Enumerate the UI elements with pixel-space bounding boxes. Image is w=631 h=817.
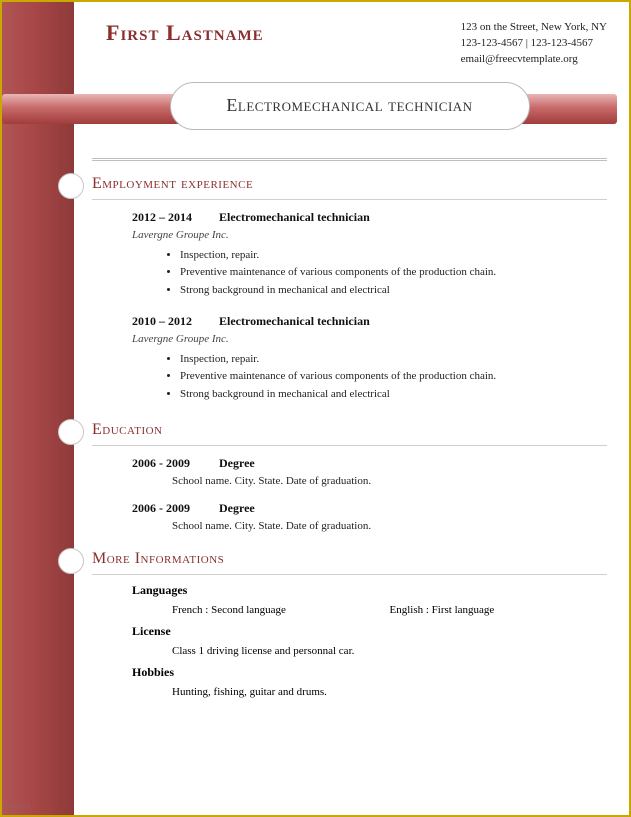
- contact-block: 123 on the Street, New York, NY 123-123-…: [461, 20, 607, 68]
- hobbies-label: Hobbies: [132, 665, 607, 680]
- section-marker-icon: [58, 419, 84, 445]
- entry-org: Lavergne Groupe Inc.: [132, 229, 607, 241]
- entry-role: Electromechanical technician: [219, 210, 370, 225]
- applicant-name: First Lastname: [92, 20, 264, 46]
- entry-role: Electromechanical technician: [219, 314, 370, 329]
- section-employment: Employment experience 2012 – 2014 Electr…: [92, 175, 607, 408]
- languages-block: Languages: [92, 575, 607, 600]
- entry-heading: 2006 - 2009 Degree: [132, 501, 607, 516]
- title-ribbon: Electromechanical technician: [92, 82, 607, 138]
- ribbon-plate: Electromechanical technician: [170, 82, 530, 130]
- entry-degree: Degree: [219, 501, 255, 516]
- license-block: License: [92, 616, 607, 641]
- entry-degree: Degree: [219, 456, 255, 471]
- section-marker-icon: [58, 173, 84, 199]
- license-label: License: [132, 624, 607, 639]
- section-marker-icon: [58, 548, 84, 574]
- entry-heading: 2010 – 2012 Electromechanical technician: [132, 314, 607, 329]
- bullet-item: Inspection, repair.: [180, 247, 607, 265]
- entry-dates: 2012 – 2014: [132, 210, 210, 225]
- sidebar-accent: [2, 2, 74, 815]
- section-title-more: More Informations: [92, 550, 607, 572]
- education-entry: 2006 - 2009 Degree School name. City. St…: [92, 446, 607, 491]
- job-title: Electromechanical technician: [226, 95, 472, 116]
- hobbies-text: Hunting, fishing, guitar and drums.: [92, 686, 607, 698]
- contact-phones: 123-123-4567 | 123-123-4567: [461, 36, 607, 52]
- bullet-item: Strong background in mechanical and elec…: [180, 386, 607, 404]
- bullet-item: Preventive maintenance of various compon…: [180, 368, 607, 386]
- bullet-item: Strong background in mechanical and elec…: [180, 282, 607, 300]
- language-right: English : First language: [390, 604, 608, 616]
- entry-org: Lavergne Groupe Inc.: [132, 333, 607, 345]
- section-title-employment: Employment experience: [92, 175, 607, 197]
- hobbies-block: Hobbies: [92, 657, 607, 682]
- entry-dates: 2010 – 2012: [132, 314, 210, 329]
- entry-heading: 2012 – 2014 Electromechanical technician: [132, 210, 607, 225]
- entry-dates: 2006 - 2009: [132, 456, 210, 471]
- entry-bullets: Inspection, repair. Preventive maintenan…: [132, 351, 607, 404]
- education-entry: 2006 - 2009 Degree School name. City. St…: [92, 491, 607, 536]
- watermark-text: www.f: [6, 801, 30, 811]
- section-education: Education 2006 - 2009 Degree School name…: [92, 421, 607, 536]
- languages-label: Languages: [132, 583, 607, 598]
- entry-detail: School name. City. State. Date of gradua…: [132, 475, 607, 487]
- bullet-item: Inspection, repair.: [180, 351, 607, 369]
- section-title-education: Education: [92, 421, 607, 443]
- entry-bullets: Inspection, repair. Preventive maintenan…: [132, 247, 607, 300]
- bullet-item: Preventive maintenance of various compon…: [180, 264, 607, 282]
- languages-row: French : Second language English : First…: [92, 604, 607, 616]
- divider-double: [92, 158, 607, 161]
- entry-dates: 2006 - 2009: [132, 501, 210, 516]
- employment-entry: 2012 – 2014 Electromechanical technician…: [92, 200, 607, 304]
- employment-entry: 2010 – 2012 Electromechanical technician…: [92, 304, 607, 408]
- entry-detail: School name. City. State. Date of gradua…: [132, 520, 607, 532]
- entry-heading: 2006 - 2009 Degree: [132, 456, 607, 471]
- document-content: First Lastname 123 on the Street, New Yo…: [74, 2, 629, 815]
- header: First Lastname 123 on the Street, New Yo…: [92, 20, 607, 68]
- section-more: More Informations Languages French : Sec…: [92, 550, 607, 698]
- license-text: Class 1 driving license and personnal ca…: [92, 645, 607, 657]
- contact-address: 123 on the Street, New York, NY: [461, 20, 607, 36]
- contact-email: email@freecvtemplate.org: [461, 52, 607, 68]
- language-left: French : Second language: [172, 604, 390, 616]
